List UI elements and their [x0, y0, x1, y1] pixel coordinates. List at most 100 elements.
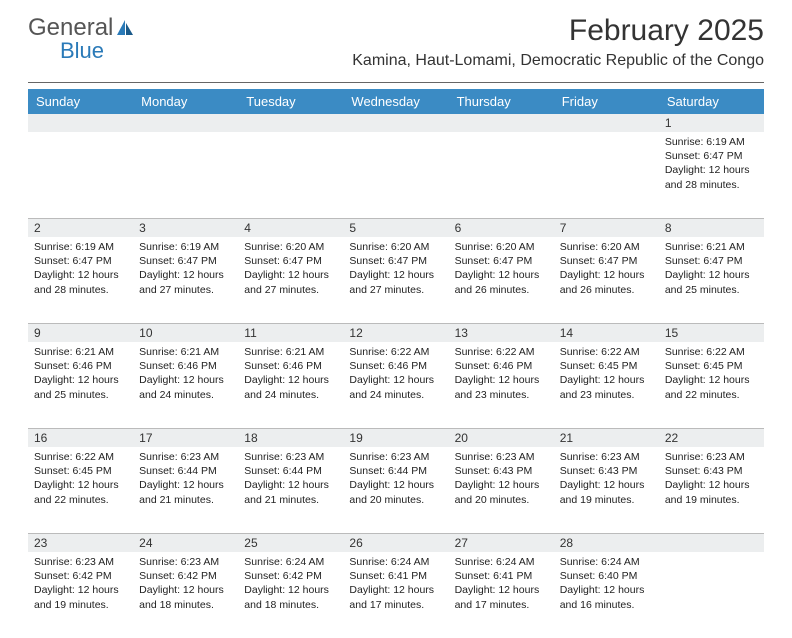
weekday-thu: Thursday [449, 89, 554, 114]
daylight-text: Daylight: 12 hours and 22 minutes. [665, 373, 758, 401]
day-number: . [554, 114, 659, 132]
day-cell: Sunrise: 6:22 AMSunset: 6:45 PMDaylight:… [659, 342, 764, 428]
day-cell [343, 132, 448, 218]
day-cell: Sunrise: 6:19 AMSunset: 6:47 PMDaylight:… [133, 237, 238, 323]
sunset-text: Sunset: 6:43 PM [560, 464, 653, 478]
weekday-mon: Monday [133, 89, 238, 114]
daylight-text: Daylight: 12 hours and 24 minutes. [139, 373, 232, 401]
sunset-text: Sunset: 6:40 PM [560, 569, 653, 583]
day-number-row: 232425262728. [28, 534, 764, 552]
day-cell: Sunrise: 6:19 AMSunset: 6:47 PMDaylight:… [659, 132, 764, 218]
day-cell: Sunrise: 6:24 AMSunset: 6:41 PMDaylight:… [449, 552, 554, 638]
daylight-text: Daylight: 12 hours and 21 minutes. [139, 478, 232, 506]
sunset-text: Sunset: 6:47 PM [455, 254, 548, 268]
weekday-wed: Wednesday [343, 89, 448, 114]
day-number: 3 [133, 219, 238, 237]
sunset-text: Sunset: 6:44 PM [349, 464, 442, 478]
sunset-text: Sunset: 6:42 PM [244, 569, 337, 583]
sunset-text: Sunset: 6:47 PM [34, 254, 127, 268]
day-number: 1 [659, 114, 764, 132]
day-number: 13 [449, 324, 554, 342]
weekday-sat: Saturday [659, 89, 764, 114]
sunset-text: Sunset: 6:47 PM [244, 254, 337, 268]
day-number: 26 [343, 534, 448, 552]
header-divider [28, 82, 764, 83]
daylight-text: Daylight: 12 hours and 17 minutes. [349, 583, 442, 611]
sunset-text: Sunset: 6:47 PM [665, 254, 758, 268]
day-number: . [449, 114, 554, 132]
day-number: 22 [659, 429, 764, 447]
sunrise-text: Sunrise: 6:23 AM [139, 450, 232, 464]
daylight-text: Daylight: 12 hours and 24 minutes. [244, 373, 337, 401]
day-number: 27 [449, 534, 554, 552]
day-number: 10 [133, 324, 238, 342]
day-cell: Sunrise: 6:21 AMSunset: 6:46 PMDaylight:… [133, 342, 238, 428]
sunset-text: Sunset: 6:43 PM [455, 464, 548, 478]
sunrise-text: Sunrise: 6:24 AM [349, 555, 442, 569]
weekday-fri: Friday [554, 89, 659, 114]
header: General Blue February 2025 Kamina, Haut-… [0, 0, 792, 76]
day-number: 11 [238, 324, 343, 342]
sunrise-text: Sunrise: 6:23 AM [139, 555, 232, 569]
sunset-text: Sunset: 6:44 PM [244, 464, 337, 478]
sunrise-text: Sunrise: 6:22 AM [34, 450, 127, 464]
logo: General Blue [28, 14, 135, 64]
weekday-tue: Tuesday [238, 89, 343, 114]
day-number: 19 [343, 429, 448, 447]
sunrise-text: Sunrise: 6:23 AM [244, 450, 337, 464]
sunrise-text: Sunrise: 6:19 AM [34, 240, 127, 254]
week-row: Sunrise: 6:22 AMSunset: 6:45 PMDaylight:… [28, 447, 764, 534]
sunset-text: Sunset: 6:41 PM [349, 569, 442, 583]
sunrise-text: Sunrise: 6:21 AM [665, 240, 758, 254]
day-cell: Sunrise: 6:22 AMSunset: 6:45 PMDaylight:… [554, 342, 659, 428]
weekday-sun: Sunday [28, 89, 133, 114]
sunset-text: Sunset: 6:43 PM [665, 464, 758, 478]
day-number: . [343, 114, 448, 132]
sunrise-text: Sunrise: 6:20 AM [560, 240, 653, 254]
day-cell: Sunrise: 6:23 AMSunset: 6:43 PMDaylight:… [449, 447, 554, 533]
sunset-text: Sunset: 6:47 PM [665, 149, 758, 163]
day-number: . [28, 114, 133, 132]
daylight-text: Daylight: 12 hours and 23 minutes. [455, 373, 548, 401]
day-number: 7 [554, 219, 659, 237]
day-cell: Sunrise: 6:24 AMSunset: 6:40 PMDaylight:… [554, 552, 659, 638]
day-number: 24 [133, 534, 238, 552]
sunrise-text: Sunrise: 6:23 AM [349, 450, 442, 464]
week-row: Sunrise: 6:19 AMSunset: 6:47 PMDaylight:… [28, 237, 764, 324]
daylight-text: Daylight: 12 hours and 19 minutes. [34, 583, 127, 611]
day-cell [133, 132, 238, 218]
week-row: Sunrise: 6:23 AM Sunset: 6:42 PM Daylight:… [28, 552, 764, 638]
weekday-header: Sunday Monday Tuesday Wednesday Thursday… [28, 89, 764, 114]
week-row: Sunrise: 6:19 AMSunset: 6:47 PMDaylight:… [28, 132, 764, 219]
sunrise-text: Sunrise: 6:19 AM [665, 135, 758, 149]
day-cell: Sunrise: 6:21 AMSunset: 6:47 PMDaylight:… [659, 237, 764, 323]
month-title: February 2025 [352, 14, 764, 48]
day-number: 2 [28, 219, 133, 237]
day-number: 28 [554, 534, 659, 552]
daylight-text: Daylight: 12 hours and 21 minutes. [244, 478, 337, 506]
weeks-container: ......1Sunrise: 6:19 AMSunset: 6:47 PMDa… [28, 114, 764, 638]
sunrise-text: Sunrise: 6:22 AM [560, 345, 653, 359]
sunset-text: Sunset: 6:45 PM [665, 359, 758, 373]
day-number: 14 [554, 324, 659, 342]
sunset-text: Sunset: 6:44 PM [139, 464, 232, 478]
sunrise-text: Sunrise: 6:22 AM [349, 345, 442, 359]
sunset-text: Sunset: 6:46 PM [139, 359, 232, 373]
day-number: 8 [659, 219, 764, 237]
day-cell: Sunrise: 6:20 AMSunset: 6:47 PMDaylight:… [238, 237, 343, 323]
day-number: 6 [449, 219, 554, 237]
day-number-row: 16171819202122 [28, 429, 764, 447]
sunrise-text: Sunrise: 6:20 AM [244, 240, 337, 254]
day-cell: Sunrise: 6:23 AMSunset: 6:44 PMDaylight:… [238, 447, 343, 533]
day-cell: Sunrise: 6:22 AMSunset: 6:45 PMDaylight:… [28, 447, 133, 533]
daylight-text: Daylight: 12 hours and 18 minutes. [139, 583, 232, 611]
sunrise-text: Sunrise: 6:23 AM [665, 450, 758, 464]
day-cell: Sunrise: 6:22 AMSunset: 6:46 PMDaylight:… [449, 342, 554, 428]
calendar: Sunday Monday Tuesday Wednesday Thursday… [28, 89, 764, 638]
sail-icon [115, 19, 135, 37]
day-cell [554, 132, 659, 218]
day-cell: Sunrise: 6:23 AMSunset: 6:43 PMDaylight:… [659, 447, 764, 533]
daylight-text: Daylight: 12 hours and 17 minutes. [455, 583, 548, 611]
sunset-text: Sunset: 6:46 PM [455, 359, 548, 373]
sunrise-text: Sunrise: 6:21 AM [34, 345, 127, 359]
